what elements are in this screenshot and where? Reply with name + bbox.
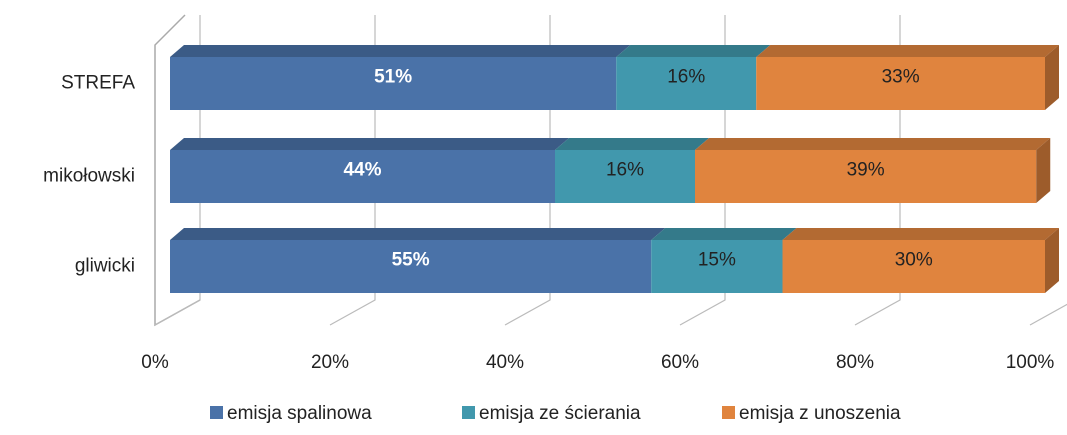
y-tick-label: mikołowski <box>43 166 135 187</box>
data-label: 16% <box>606 160 644 181</box>
bar-top <box>170 228 666 240</box>
data-label: 15% <box>698 250 736 271</box>
grid-line <box>1029 303 1067 326</box>
bar-top <box>616 45 771 57</box>
bar <box>616 57 757 110</box>
bar-top <box>782 228 1059 240</box>
y-tick-label: STREFA <box>61 73 135 94</box>
legend-label: emisja z unoszenia <box>739 403 901 424</box>
bar-top <box>651 228 797 240</box>
x-tick-label: 80% <box>836 352 874 373</box>
data-label: 51% <box>374 67 412 88</box>
bar-top <box>170 45 631 57</box>
data-label: 39% <box>847 160 885 181</box>
bar <box>756 57 1045 110</box>
data-label: 44% <box>343 160 381 181</box>
x-tick-label: 60% <box>661 352 699 373</box>
bar-side <box>1036 138 1051 203</box>
legend-label: emisja spalinowa <box>227 403 372 424</box>
bar-top <box>555 138 709 150</box>
bar-top <box>695 138 1051 150</box>
legend-swatch <box>462 406 475 419</box>
x-tick-label: 0% <box>141 352 169 373</box>
bar-top <box>170 138 569 150</box>
bar <box>170 57 617 110</box>
bar-side <box>1045 228 1059 293</box>
x-tick-label: 40% <box>486 352 524 373</box>
y-tick-label: gliwicki <box>75 256 135 277</box>
data-label: 33% <box>882 67 920 88</box>
x-tick-label: 100% <box>1006 352 1055 373</box>
legend-label: emisja ze ścierania <box>479 403 641 424</box>
data-label: 30% <box>895 250 933 271</box>
bar <box>695 150 1037 203</box>
x-tick-label: 20% <box>311 352 349 373</box>
bar <box>170 150 555 203</box>
legend-swatch <box>722 406 735 419</box>
data-label: 55% <box>392 250 430 271</box>
data-label: 16% <box>667 67 705 88</box>
bar <box>555 150 695 203</box>
bar-top <box>756 45 1059 57</box>
bar-side <box>1045 45 1059 110</box>
bar <box>782 240 1045 293</box>
legend-swatch <box>210 406 223 419</box>
bar <box>170 240 652 293</box>
bar <box>651 240 783 293</box>
